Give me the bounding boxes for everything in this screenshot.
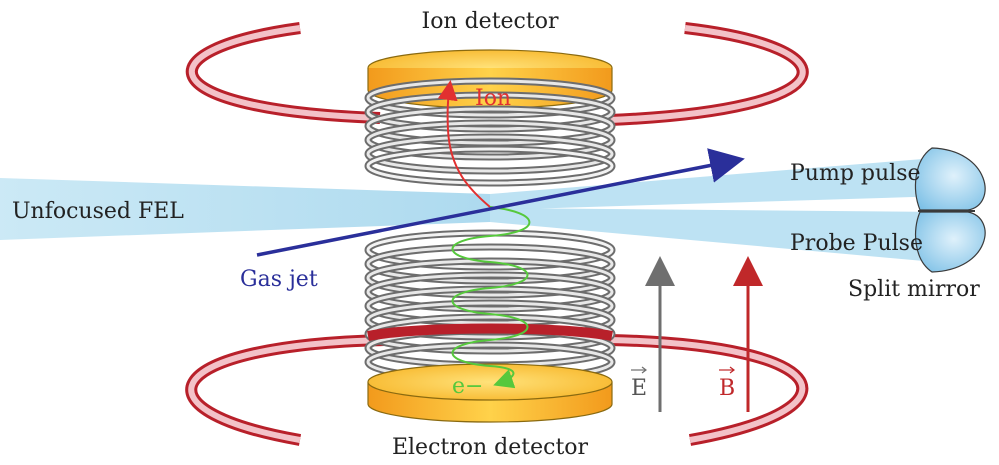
pump-pulse-label: Pump pulse bbox=[790, 161, 921, 186]
electron-label: e− bbox=[452, 374, 483, 399]
b-field-label: B bbox=[719, 376, 735, 401]
bottom-coil-front bbox=[367, 323, 613, 341]
split-mirror bbox=[914, 147, 986, 273]
fel-beam bbox=[0, 158, 945, 262]
electron-trajectory bbox=[451, 206, 531, 389]
electron-detector bbox=[367, 363, 613, 423]
ion-trajectory bbox=[437, 80, 491, 208]
gas-jet-arrow bbox=[256, 148, 745, 257]
top-electrode-rings bbox=[364, 77, 616, 187]
ion-detector-label: Ion detector bbox=[422, 9, 559, 34]
fel-beam-label: Unfocused FEL bbox=[12, 199, 184, 224]
electron-detector-label: Electron detector bbox=[392, 435, 589, 460]
bottom-electrode-rings bbox=[364, 229, 616, 383]
top-coil-back bbox=[185, 22, 809, 126]
e-vector-icon bbox=[631, 366, 647, 374]
gas-jet-label: Gas jet bbox=[240, 267, 318, 292]
split-mirror-label: Split mirror bbox=[848, 277, 980, 302]
b-vector-icon bbox=[719, 366, 735, 374]
ion-label: Ion bbox=[475, 86, 511, 111]
probe-pulse-label: Probe Pulse bbox=[790, 231, 923, 256]
e-field-label: E bbox=[631, 376, 647, 401]
bottom-coil-back bbox=[185, 334, 809, 446]
